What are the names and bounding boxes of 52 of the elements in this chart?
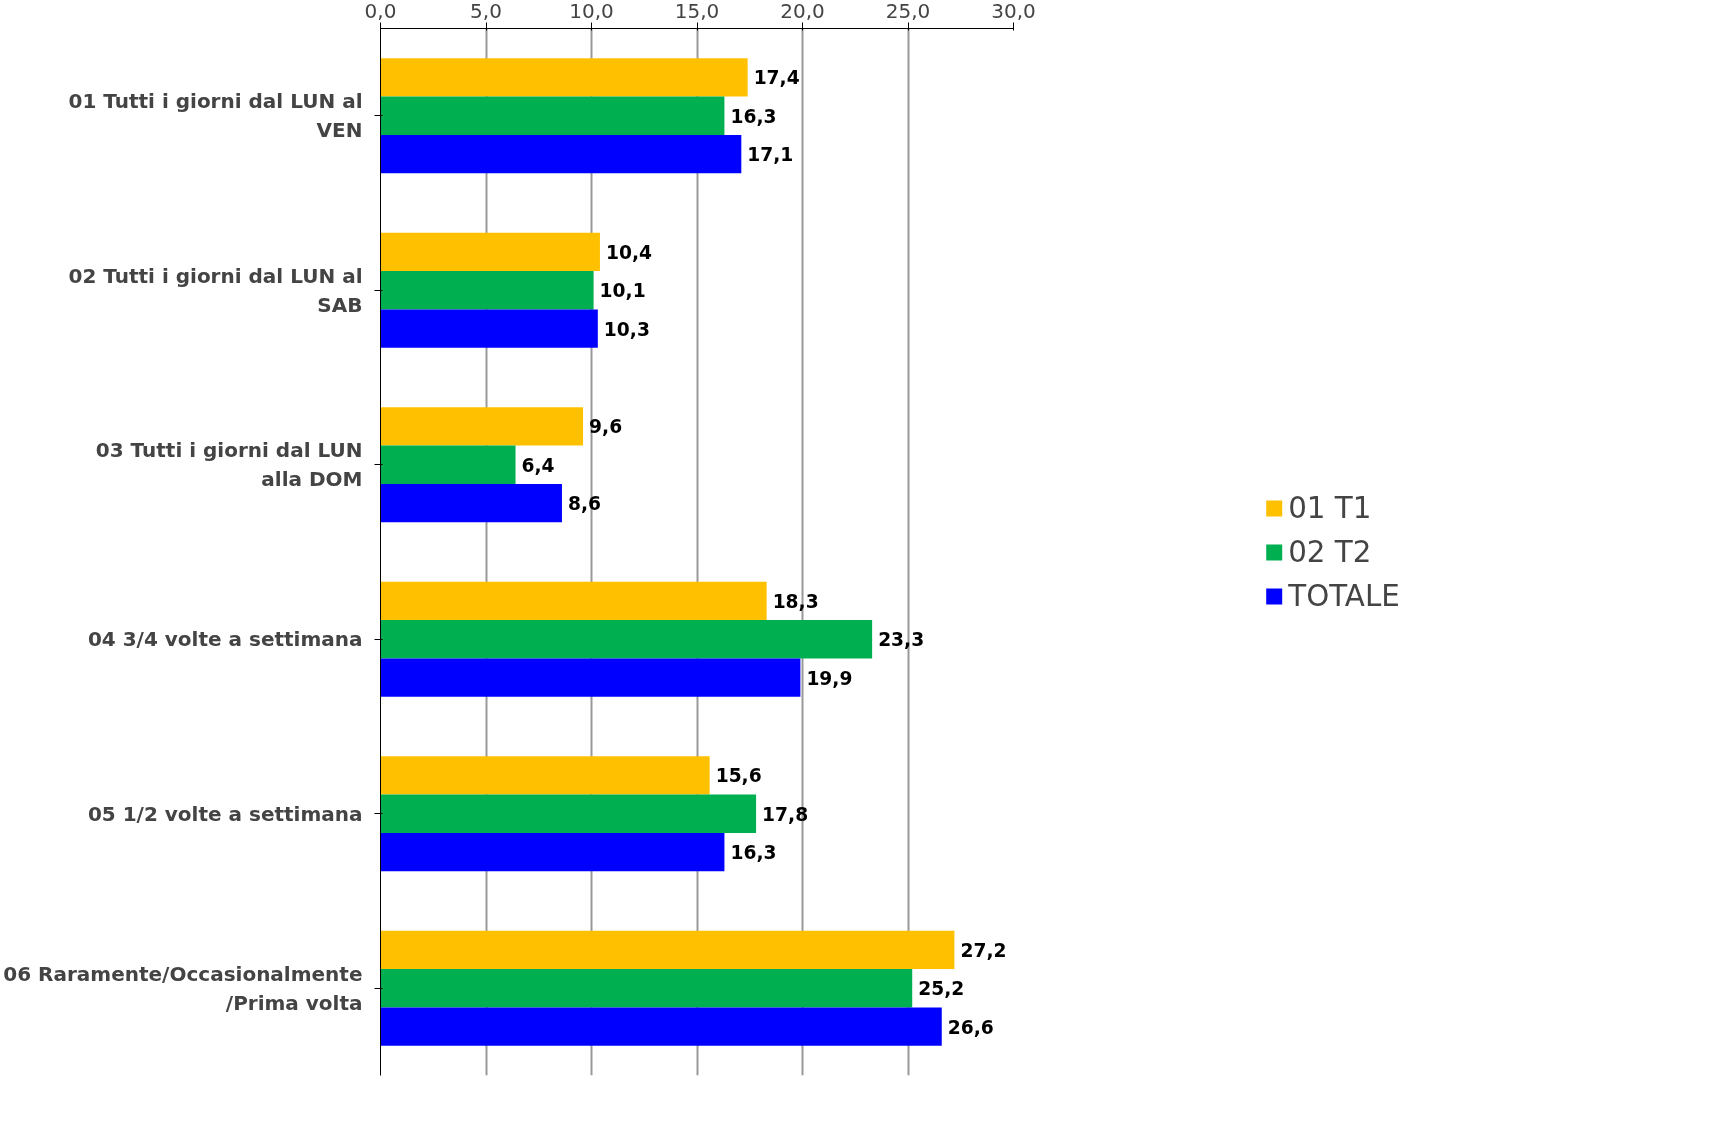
bar <box>380 581 767 621</box>
data-label: 6,4 <box>521 454 555 476</box>
x-tick-label: 15,0 <box>674 0 720 23</box>
x-tick-label: 20,0 <box>780 0 825 23</box>
data-label: 18,3 <box>772 590 819 612</box>
bar <box>380 134 742 174</box>
y-tick-label: 03 Tutti i giorni dal LUN alla DOM <box>95 438 363 492</box>
data-label: 17,4 <box>753 67 800 89</box>
x-tick-label: 30,0 <box>991 0 1036 23</box>
bar <box>380 232 600 272</box>
y-tick-label: 01 Tutti i giorni dal LUN al VEN <box>68 89 363 143</box>
data-label: 9,6 <box>589 416 623 438</box>
bar <box>380 832 725 872</box>
bar <box>380 794 757 833</box>
bar <box>380 445 516 484</box>
bar <box>380 271 594 310</box>
bar <box>380 930 955 970</box>
x-tick-label: 5,0 <box>470 0 502 23</box>
y-tick-label: 06 Raramente/Occasionalmente/Prima volta <box>3 961 363 1015</box>
x-tick-label: 0,0 <box>364 0 397 23</box>
x-tick-label: 10,0 <box>569 0 614 23</box>
x-tick-label: 25,0 <box>885 0 931 23</box>
bar <box>380 756 710 795</box>
data-label: 26,6 <box>947 1016 994 1038</box>
bar <box>380 96 725 135</box>
data-label: 17,8 <box>762 803 809 825</box>
data-label: 15,6 <box>715 765 762 787</box>
data-label: 23,3 <box>878 629 925 651</box>
data-label: 10,1 <box>599 280 646 302</box>
bar <box>380 969 913 1008</box>
bar <box>380 620 873 659</box>
bar <box>380 483 562 523</box>
legend-label: 01 T1 <box>1288 490 1372 525</box>
y-tick-label: 05 1/2 volte a settimana <box>87 801 363 826</box>
data-label: 10,4 <box>605 241 652 263</box>
data-label: 17,1 <box>747 144 794 166</box>
y-tick-label: 02 Tutti i giorni dal LUN al SAB <box>68 263 363 317</box>
data-label: 8,6 <box>567 493 602 515</box>
data-label: 16,3 <box>730 842 777 864</box>
bar <box>380 1007 942 1046</box>
data-label: 10,3 <box>603 318 650 340</box>
data-label: 16,3 <box>730 105 777 127</box>
legend-label: 02 T2 <box>1288 534 1372 569</box>
bar <box>380 309 598 348</box>
data-label: 25,2 <box>918 978 965 1000</box>
bar <box>380 658 801 697</box>
bar <box>380 58 748 97</box>
bar <box>380 407 584 446</box>
y-tick-label: 04 3/4 volte a settimana <box>87 627 363 652</box>
data-label: 27,2 <box>960 939 1007 961</box>
data-label: 19,9 <box>806 667 853 689</box>
legend-label: TOTALE <box>1288 578 1400 613</box>
